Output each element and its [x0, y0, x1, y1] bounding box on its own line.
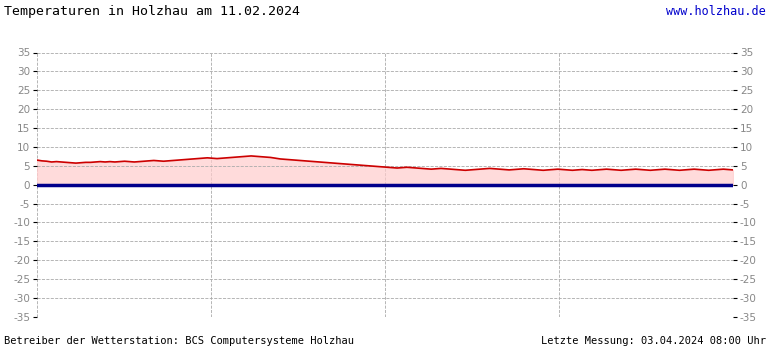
Text: www.holzhau.de: www.holzhau.de [666, 5, 766, 18]
Text: Betreiber der Wetterstation: BCS Computersysteme Holzhau: Betreiber der Wetterstation: BCS Compute… [4, 336, 354, 346]
Text: Temperaturen in Holzhau am 11.02.2024: Temperaturen in Holzhau am 11.02.2024 [4, 5, 300, 18]
Text: Letzte Messung: 03.04.2024 08:00 Uhr: Letzte Messung: 03.04.2024 08:00 Uhr [541, 336, 766, 346]
